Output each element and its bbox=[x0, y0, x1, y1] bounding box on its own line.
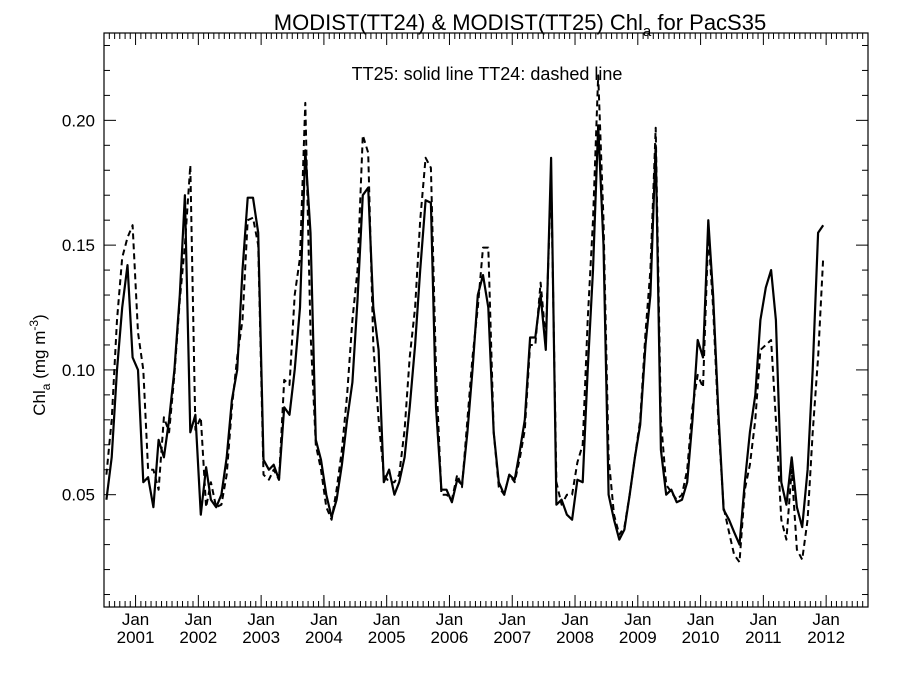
x-tick-month-label: Jan bbox=[436, 610, 463, 629]
x-tick-year-label: 2012 bbox=[807, 628, 845, 647]
x-tick-month-label: Jan bbox=[310, 610, 337, 629]
x-tick-year-label: 2005 bbox=[368, 628, 406, 647]
y-axis-label-subscript: a bbox=[39, 383, 53, 390]
chart-title-suffix: for PacS35 bbox=[651, 10, 766, 35]
x-tick-month-label: Jan bbox=[247, 610, 274, 629]
x-tick-year-label: 2003 bbox=[242, 628, 280, 647]
chart-title-prefix: MODIST(TT24) & MODIST(TT25) Chl bbox=[274, 10, 643, 35]
y-axis-label-middle: (mg m bbox=[30, 331, 49, 384]
x-tick-year-label: 2011 bbox=[745, 628, 782, 647]
chart-title: MODIST(TT24) & MODIST(TT25) Chla for Pac… bbox=[274, 10, 766, 40]
y-axis-label: Chla (mg m-3) bbox=[27, 314, 53, 415]
y-tick-label: 0.15 bbox=[62, 236, 95, 255]
x-tick-year-label: 2004 bbox=[305, 628, 343, 647]
axis-ticks: 0.050.100.150.20Jan2001Jan2002Jan2003Jan… bbox=[62, 33, 868, 647]
chart-title-subscript: a bbox=[643, 23, 652, 40]
x-tick-year-label: 2010 bbox=[682, 628, 720, 647]
x-tick-year-label: 2006 bbox=[431, 628, 469, 647]
x-tick-year-label: 2008 bbox=[556, 628, 594, 647]
y-tick-label: 0.20 bbox=[62, 111, 95, 130]
legend-annotation: TT25: solid line TT24: dashed line bbox=[352, 64, 623, 84]
y-axis-label-prefix: Chl bbox=[30, 390, 49, 416]
plot-frame bbox=[103, 32, 869, 608]
x-tick-month-label: Jan bbox=[624, 610, 651, 629]
x-tick-year-label: 2007 bbox=[493, 628, 531, 647]
x-tick-month-label: Jan bbox=[687, 610, 714, 629]
series-lines bbox=[105, 74, 825, 564]
tt24-dashed-series-line bbox=[105, 74, 825, 564]
x-tick-year-label: 2009 bbox=[619, 628, 657, 647]
y-tick-label: 0.10 bbox=[62, 361, 95, 380]
tt25-solid-series-line bbox=[105, 124, 825, 546]
y-tick-label: 0.05 bbox=[62, 486, 95, 505]
x-tick-year-label: 2002 bbox=[179, 628, 217, 647]
x-tick-year-label: 2001 bbox=[117, 628, 155, 647]
x-tick-month-label: Jan bbox=[185, 610, 212, 629]
x-tick-month-label: Jan bbox=[122, 610, 149, 629]
x-tick-month-label: Jan bbox=[750, 610, 777, 629]
x-tick-month-label: Jan bbox=[561, 610, 588, 629]
y-axis-label-superscript: -3 bbox=[27, 320, 41, 331]
x-tick-month-label: Jan bbox=[812, 610, 839, 629]
x-tick-month-label: Jan bbox=[373, 610, 400, 629]
y-axis-label-suffix: ) bbox=[30, 314, 49, 320]
x-tick-month-label: Jan bbox=[499, 610, 526, 629]
